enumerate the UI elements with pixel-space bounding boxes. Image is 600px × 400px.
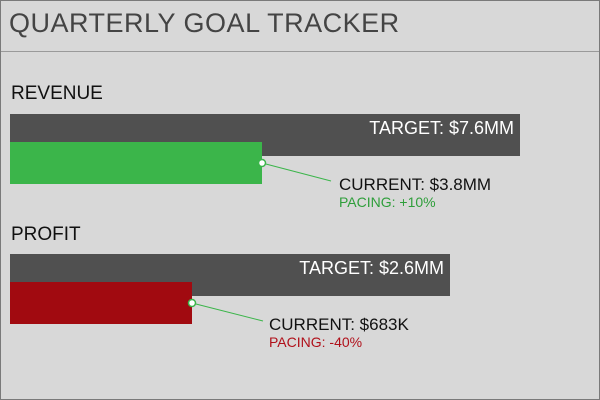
revenue-pacing-label: PACING: +10% <box>339 194 436 210</box>
profit-pacing-label: PACING: -40% <box>269 334 363 350</box>
profit-label: PROFIT <box>11 224 81 245</box>
revenue-connector-line <box>261 162 332 182</box>
title-divider <box>1 51 599 52</box>
revenue-target-label: TARGET: $7.6MM <box>369 118 514 138</box>
revenue-label: REVENUE <box>11 83 103 104</box>
profit-current-bar <box>10 282 192 324</box>
revenue-current-bar <box>10 142 262 184</box>
page-title: QUARTERLY GOAL TRACKER <box>9 8 400 38</box>
revenue-current-label: CURRENT: $3.8MM <box>339 175 492 194</box>
profit-connector-line <box>191 302 264 322</box>
profit-current-label: CURRENT: $683K <box>269 315 409 334</box>
profit-target-label: TARGET: $2.6MM <box>299 258 444 278</box>
